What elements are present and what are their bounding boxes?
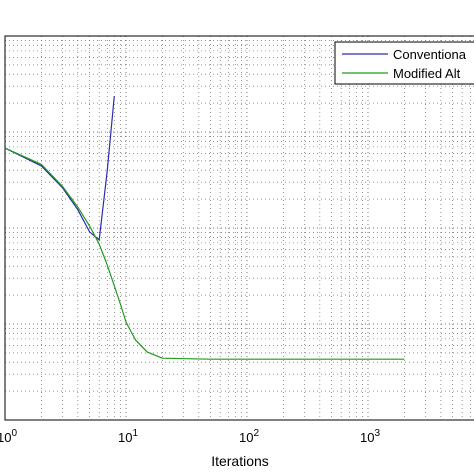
legend-box [334,41,474,85]
x-axis-label: Iterations [211,453,269,469]
plot-frame [4,35,474,421]
x-tick-label: 103 [360,428,380,445]
legend: Conventiona Modified Alt [334,41,474,85]
legend-label: Conventiona [393,47,467,62]
x-tick-label: 102 [239,428,259,445]
series-line [4,147,405,360]
series-line [4,95,115,242]
x-tick-label: 100 [0,428,17,445]
legend-label: Modified Alt [393,66,461,81]
x-tick-label: 101 [118,428,138,445]
